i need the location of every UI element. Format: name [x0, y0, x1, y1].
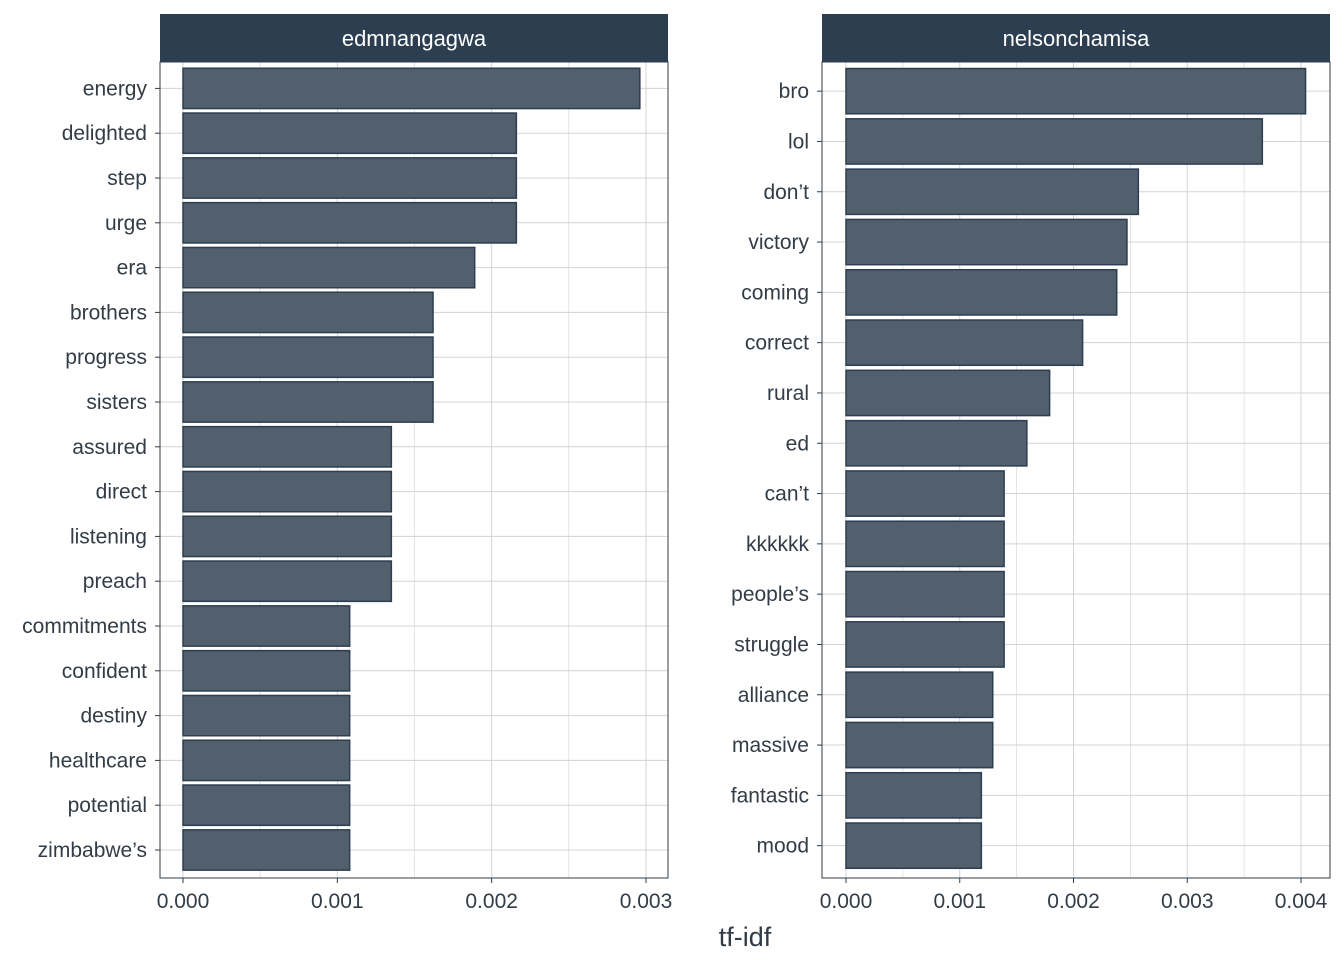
- bar-mood: [845, 822, 983, 870]
- bar-listening: [182, 515, 393, 558]
- category-label: fantastic: [731, 784, 809, 807]
- bar-victory: [845, 218, 1128, 266]
- category-label: rural: [767, 382, 809, 405]
- bar-urge: [182, 201, 518, 244]
- x-tick-label: 0.003: [1161, 890, 1214, 913]
- bar-don-t: [845, 168, 1140, 216]
- category-label: progress: [65, 346, 147, 369]
- category-label: potential: [68, 794, 147, 817]
- x-tick-label: 0.000: [820, 890, 873, 913]
- bar-bro: [845, 67, 1307, 115]
- facet-strip-label: edmnangagwa: [342, 26, 487, 51]
- bar-potential: [182, 784, 351, 827]
- bar-coming: [845, 268, 1118, 316]
- bar-fantastic: [845, 771, 983, 819]
- bar-preach: [182, 560, 393, 603]
- category-label: destiny: [80, 705, 147, 728]
- bars: [845, 67, 1307, 870]
- category-label: struggle: [734, 633, 809, 656]
- category-label: assured: [72, 436, 147, 459]
- category-label: direct: [96, 481, 148, 504]
- bar-people-s: [845, 570, 1005, 618]
- bar-step: [182, 157, 518, 199]
- bar-sisters: [182, 381, 434, 423]
- category-label: lol: [788, 130, 809, 153]
- bar-confident: [182, 649, 351, 692]
- bar-commitments: [182, 605, 351, 647]
- bar-direct: [182, 470, 393, 513]
- bar-progress: [182, 336, 434, 379]
- facet-strip-label: nelsonchamisa: [1003, 26, 1151, 51]
- bar-massive: [845, 721, 994, 769]
- category-label: coming: [741, 281, 809, 304]
- category-label: zimbabwe’s: [38, 839, 147, 862]
- category-label: step: [107, 167, 147, 190]
- x-tick-label: 0.001: [311, 890, 364, 913]
- category-label: sisters: [86, 391, 147, 414]
- category-label: delighted: [62, 122, 147, 145]
- bar-delighted: [182, 112, 518, 155]
- bar-healthcare: [182, 739, 351, 782]
- category-label: listening: [70, 525, 147, 548]
- x-tick-label: 0.002: [1047, 890, 1100, 913]
- panel-edmnangagwa: edmnangagwa energy delighted step urge era bro…: [22, 14, 672, 913]
- category-label: preach: [83, 570, 147, 593]
- x-tick-label: 0.001: [933, 890, 986, 913]
- category-label: ed: [786, 432, 809, 455]
- x-tick-label: 0.003: [620, 890, 673, 913]
- bar-brothers: [182, 291, 434, 334]
- bar-can-t: [845, 470, 1005, 517]
- x-axis-title: tf-idf: [719, 922, 772, 952]
- category-label: mood: [756, 835, 809, 858]
- category-label: era: [117, 257, 148, 280]
- category-label: victory: [748, 231, 809, 254]
- category-label: correct: [745, 332, 809, 355]
- category-label: brothers: [70, 301, 147, 324]
- category-label: urge: [105, 212, 147, 235]
- facet-strip: [822, 14, 1330, 62]
- bars: [182, 67, 641, 871]
- category-label: can’t: [765, 483, 810, 506]
- bar-ed: [845, 419, 1028, 467]
- panel-nelsonchamisa: nelsonchamisa bro lol don’t victory coming cor…: [731, 14, 1331, 913]
- category-label: massive: [732, 734, 809, 757]
- bar-correct: [845, 319, 1084, 367]
- category-label: confident: [62, 660, 147, 683]
- bar-lol: [845, 118, 1264, 165]
- bar-destiny: [182, 694, 351, 737]
- category-label: bro: [779, 80, 809, 103]
- bar-kkkkkk: [845, 520, 1005, 568]
- category-label: healthcare: [49, 749, 147, 772]
- category-label: people’s: [731, 583, 809, 606]
- x-tick-label: 0.002: [465, 890, 518, 913]
- x-tick-label: 0.000: [157, 890, 210, 913]
- bar-assured: [182, 425, 393, 468]
- bar-zimbabwe-s: [182, 829, 351, 871]
- bar-era: [182, 246, 476, 289]
- bar-rural: [845, 369, 1051, 417]
- facet-strip: [160, 14, 668, 62]
- bar-energy: [182, 67, 641, 110]
- category-label: kkkkkk: [746, 533, 810, 556]
- category-label: energy: [83, 77, 148, 100]
- bar-struggle: [845, 621, 1005, 668]
- category-label: don’t: [763, 181, 809, 204]
- x-tick-label: 0.004: [1275, 890, 1328, 913]
- category-label: alliance: [738, 684, 809, 707]
- category-label: commitments: [22, 615, 147, 638]
- bar-alliance: [845, 671, 994, 719]
